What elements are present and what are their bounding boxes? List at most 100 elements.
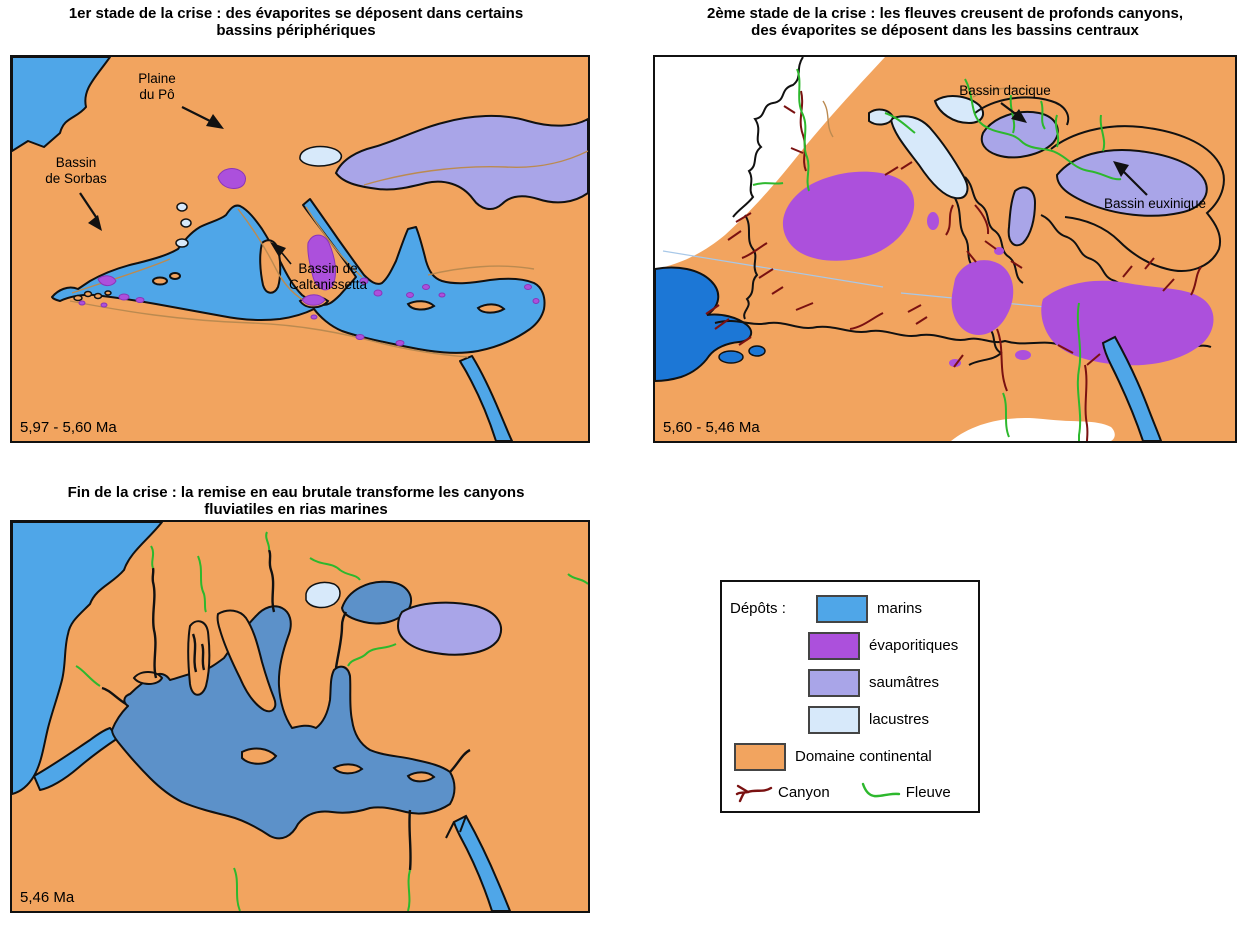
po-ria [267,549,276,613]
legend-label-continental: Domaine continental [795,748,932,765]
legend-title: Dépôts : [730,600,786,617]
fleuve-icon [861,782,900,798]
continental-domain [12,522,588,911]
title-stage3-line1: Fin de la crise : la remise en eau bruta… [67,484,525,501]
euxinique-arrow [1122,170,1148,196]
mediterranean-sea [51,198,546,354]
title-stage2-line1: 2ème stade de la crise : les fleuves cre… [706,5,1184,22]
caltanissetta-arrow [281,252,292,265]
pannonian-euxinic-basin [334,114,588,211]
legend-label-saumatres: saumâtres [869,674,940,691]
title-stage2-line2: des évaporites se déposent dans les bass… [751,22,1139,39]
title-stage3-line2: fluviatiles en rias marines [204,501,388,518]
canyon-icon [735,784,773,803]
label-bassin-dacique: Bassin dacique [959,83,1051,98]
swatch-saumatres [808,668,860,697]
bosphorus-ria [334,611,348,669]
apennine-evaporites [307,234,337,291]
label-bassin-euxinique: Bassin euxinique [1103,196,1207,211]
modern-coastlines [822,87,1034,138]
evaporite-basins [782,171,1214,367]
legend-label-lacustres: lacustres [869,711,930,728]
canyons [705,90,1202,441]
modern-coastlines [69,206,535,358]
ebro-ria [101,686,127,706]
east-mediterranean-evaporite [1041,280,1214,366]
swatch-continental [734,742,786,771]
date-stage2: 5,60 - 5,46 Ma [663,419,760,436]
red-sea-group [445,814,512,911]
title-stage3: Fin de la crise : la remise en eau bruta… [0,484,592,518]
black-sea-ghost-line [363,150,588,186]
crete [332,763,364,775]
po-adriatic-lake [889,115,969,200]
legend-label-marins: marins [877,600,923,617]
legend-label-fleuve: Fleuve [905,783,951,801]
map-stage3-canvas [12,522,588,911]
title-stage1-line1: 1er stade de la crise : des évaporites s… [68,5,524,22]
title-stage2: 2ème stade de la crise : les fleuves cre… [645,5,1245,39]
label-bassin-de-caltanissetta: Bassin de Caltanissetta [288,261,368,292]
legend-row-evaporitiques: évaporitiques [722,627,978,664]
swatch-evaporitiques [808,631,860,660]
corsica-sardinia [259,239,282,294]
lacustrine-deposits [175,145,343,248]
legend-row-lacustres: lacustres [722,701,978,738]
red-sea [459,355,513,441]
unmapped-area [655,57,1115,441]
lacustrine-deposit [305,581,341,609]
aegean-strip [1007,186,1037,247]
evaporite-deposits [78,168,540,346]
cyprus [476,303,506,314]
legend-row-marins: Dépôts : marins [722,590,978,627]
corsica-sardinia [187,620,211,696]
pannonian-lake [933,95,985,125]
legend-label-canyon: Canyon [778,783,830,801]
rias [101,549,471,871]
map-stage2-canvas [655,57,1235,441]
annotation-arrows [79,106,292,265]
legend-label-evaporitiques: évaporitiques [869,637,959,654]
dacique-arrow [1000,102,1018,116]
swatch-marins [816,594,868,623]
nile-ria [408,809,412,871]
sorbas-evaporite [97,275,117,287]
date-stage3: 5,46 Ma [20,889,75,906]
west-mediterranean-evaporite [782,171,915,261]
sorbas-arrow [79,192,97,218]
annotation-arrows [1000,102,1148,196]
map-stage2: Bassin dacique Bassin euxinique 5,60 - 5… [653,55,1237,443]
rivers [752,68,1122,441]
legend-row-continental: Domaine continental [722,738,978,775]
euxinic-basin [1055,149,1208,217]
crete [406,300,436,311]
po-evaporite [217,168,246,189]
rhone-ria [151,567,158,679]
map-stage3: 5,46 Ma [10,520,590,913]
tyrrhenian-evaporite [951,260,1014,335]
marine-deposits [12,57,546,441]
map-stage1-canvas [12,57,588,441]
title-stage1-line2: bassins périphériques [216,22,376,39]
italy [216,609,277,713]
rivers [75,531,588,911]
brackish-basin [396,601,503,656]
france-coastline [732,57,804,218]
legend-row-saumatres: saumâtres [722,664,978,701]
balearics [132,671,164,685]
map-stage1: Plaine du Pô Bassin de Sorbas Bassin de … [10,55,590,443]
red-sea [452,814,512,911]
label-bassin-de-sorbas: Bassin de Sorbas [45,155,107,186]
sicily [241,747,278,765]
label-plaine-du-po: Plaine du Pô [138,71,176,102]
continental-domain [12,57,588,441]
red-sea [1101,335,1163,441]
biscay-sea [12,57,111,152]
title-stage1: 1er stade de la crise : des évaporites s… [0,5,592,39]
islands [73,239,506,314]
po-arrow [181,106,211,122]
swatch-lacustres [808,705,860,734]
cyprus [406,771,436,783]
date-stage1: 5,97 - 5,60 Ma [20,419,117,436]
